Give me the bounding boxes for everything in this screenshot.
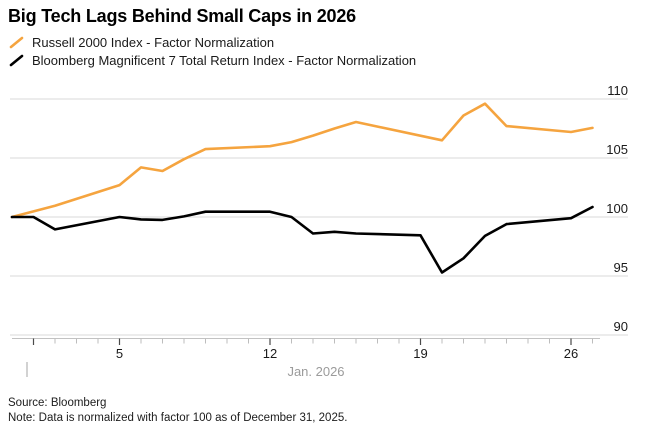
x-axis-month-label: Jan. 2026 — [287, 364, 344, 379]
legend: Russell 2000 Index - Factor Normalizatio… — [8, 33, 416, 69]
y-tick-label: 90 — [614, 319, 628, 334]
y-tick-label: 100 — [606, 201, 628, 216]
normalization-note: Note: Data is normalized with factor 100… — [8, 412, 348, 424]
mag7-line-marker-icon — [9, 54, 24, 66]
legend-label-russell-2000: Russell 2000 Index - Factor Normalizatio… — [32, 34, 275, 50]
x-tick-label: 19 — [413, 346, 427, 361]
chart-canvas: 110 105 100 95 90 5 12 19 26 Jan. 2026 — [10, 83, 628, 379]
legend-item-magnificent-7: Bloomberg Magnificent 7 Total Return Ind… — [8, 51, 416, 69]
x-tick-label: 12 — [263, 346, 277, 361]
series-line-russell-2000 — [10, 102, 594, 219]
x-tick-label: 5 — [116, 346, 123, 361]
legend-label-magnificent-7: Bloomberg Magnificent 7 Total Return Ind… — [32, 52, 417, 68]
source-note: Source: Bloomberg — [8, 397, 107, 409]
y-tick-label: 110 — [607, 83, 628, 98]
y-tick-label: 95 — [614, 260, 628, 275]
legend-item-russell-2000: Russell 2000 Index - Factor Normalizatio… — [8, 33, 416, 51]
series-line-magnificent-7 — [10, 205, 594, 274]
chart-footer: Source: Bloomberg Note: Data is normaliz… — [8, 396, 347, 426]
x-tick-label: 26 — [564, 346, 578, 361]
chart-title: Big Tech Lags Behind Small Caps in 2026 — [8, 6, 356, 26]
russell-line-marker-icon — [9, 36, 24, 48]
y-tick-label: 105 — [606, 142, 628, 157]
